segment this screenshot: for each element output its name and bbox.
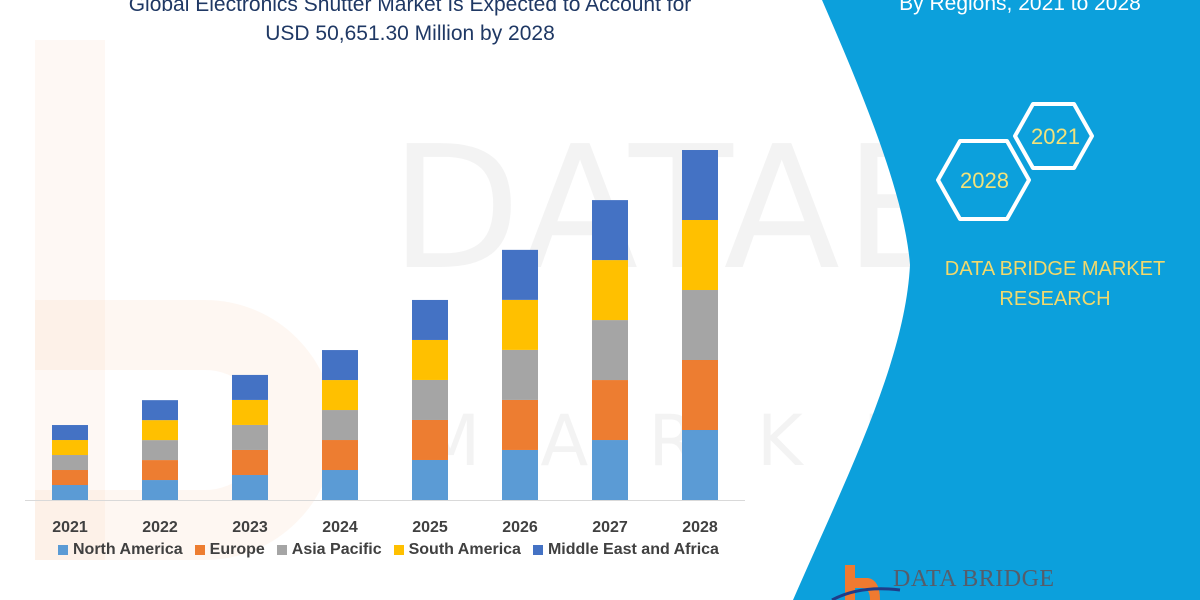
- logo-icon: [831, 565, 901, 600]
- logo-text: DATA BRIDGE: [893, 566, 1055, 592]
- bar-segment-2027-north-america: [592, 440, 628, 500]
- hex-2021: [1013, 102, 1094, 170]
- x-tick-label: 2027: [592, 519, 628, 536]
- x-tick-label: 2023: [232, 519, 268, 536]
- bar-segment-2022-north-america: [142, 480, 178, 500]
- x-tick-label: 2022: [142, 519, 178, 536]
- bar-segment-2027-south-america: [592, 260, 628, 321]
- bar-segment-2028-asia-pacific: [682, 290, 718, 361]
- legend-item: North America: [58, 541, 183, 559]
- bar-segment-2026-asia-pacific: [502, 349, 538, 400]
- bar-segment-2023-middle-east-and-africa: [232, 374, 268, 400]
- chart-legend: North America Europe Asia Pacific South Ame…: [58, 541, 719, 559]
- legend-label: Middle East and Africa: [547, 541, 719, 558]
- x-tick-label: 2024: [322, 519, 358, 536]
- legend-label: Europe: [209, 541, 265, 558]
- bar-segment-2021-north-america: [52, 485, 88, 500]
- chart-title: Global Electronics Shutter Market Is Exp…: [40, 0, 780, 48]
- bar-segment-2025-south-america: [412, 339, 448, 380]
- bar-segment-2025-north-america: [412, 459, 448, 500]
- bar-segment-2024-north-america: [322, 470, 358, 500]
- bar-segment-2023-europe: [232, 449, 268, 475]
- bar-segment-2025-asia-pacific: [412, 379, 448, 420]
- x-tick-label: 2028: [682, 519, 718, 536]
- legend-item: Asia Pacific: [276, 541, 382, 559]
- stacked-bar-chart: 2021 2022 2023 2024 2025 2026 2027 2028: [25, 150, 745, 536]
- legend-item: Europe: [194, 541, 265, 559]
- bar-segment-2028-europe: [682, 360, 718, 431]
- bar-segment-2023-south-america: [232, 399, 268, 425]
- bar-segment-2022-europe: [142, 460, 178, 481]
- legend-item: South America: [393, 541, 521, 559]
- bar-segment-2026-south-america: [502, 299, 538, 350]
- panel-subtitle: By Regions, 2021 to 2028: [899, 0, 1141, 15]
- bar-segment-2022-middle-east-and-africa: [142, 400, 178, 421]
- x-tick-label: 2026: [502, 519, 538, 536]
- bar-segment-2022-asia-pacific: [142, 440, 178, 461]
- bar-segment-2026-europe: [502, 399, 538, 450]
- bar-segment-2024-middle-east-and-africa: [322, 350, 358, 381]
- bar-segment-2021-middle-east-and-africa: [52, 425, 88, 441]
- title-line-1: Global Electronics Shutter Market Is Exp…: [128, 0, 692, 16]
- legend-label: Asia Pacific: [291, 541, 382, 558]
- bar-segment-2022-south-america: [142, 420, 178, 441]
- legend-swatch: [532, 545, 543, 555]
- hex-label-2028: 2028: [960, 168, 1009, 193]
- bar-segment-2028-north-america: [682, 430, 718, 500]
- bar-segment-2021-south-america: [52, 440, 88, 456]
- bar-segment-2027-asia-pacific: [592, 320, 628, 381]
- legend-label: South America: [408, 541, 521, 558]
- hex-label-2021: 2021: [1031, 124, 1080, 149]
- bar-segment-2025-middle-east-and-africa: [412, 299, 448, 340]
- bar-segment-2027-europe: [592, 380, 628, 441]
- legend-item: Middle East and Africa: [532, 541, 719, 559]
- legend-swatch: [194, 545, 205, 555]
- bar-segment-2026-middle-east-and-africa: [502, 249, 538, 300]
- legend-label: North America: [73, 541, 183, 558]
- legend-swatch: [276, 545, 287, 555]
- x-tick-label: 2021: [52, 519, 88, 536]
- hex-2028: [936, 139, 1031, 221]
- bar-segment-2021-asia-pacific: [52, 455, 88, 471]
- bar-segment-2024-south-america: [322, 380, 358, 411]
- title-line-2: USD 50,651.30 Million by 2028: [265, 22, 555, 45]
- bar-segment-2028-middle-east-and-africa: [682, 150, 718, 221]
- bar-segment-2024-asia-pacific: [322, 410, 358, 441]
- legend-swatch: [58, 545, 68, 555]
- bar-segment-2025-europe: [412, 419, 448, 460]
- bar-segment-2028-south-america: [682, 220, 718, 291]
- bar-segment-2024-europe: [322, 440, 358, 471]
- brand-text: DATA BRIDGE MARKET RESEARCH: [915, 254, 1195, 314]
- bar-segment-2026-north-america: [502, 449, 538, 500]
- brand-line-1: DATA BRIDGE MARKET: [944, 258, 1166, 280]
- x-tick-label: 2025: [412, 519, 448, 536]
- brand-line-2: RESEARCH: [999, 288, 1111, 310]
- bar-segment-2023-north-america: [232, 474, 268, 500]
- bar-segment-2021-europe: [52, 470, 88, 486]
- legend-swatch: [393, 545, 404, 555]
- bar-segment-2027-middle-east-and-africa: [592, 200, 628, 261]
- bar-segment-2023-asia-pacific: [232, 424, 268, 450]
